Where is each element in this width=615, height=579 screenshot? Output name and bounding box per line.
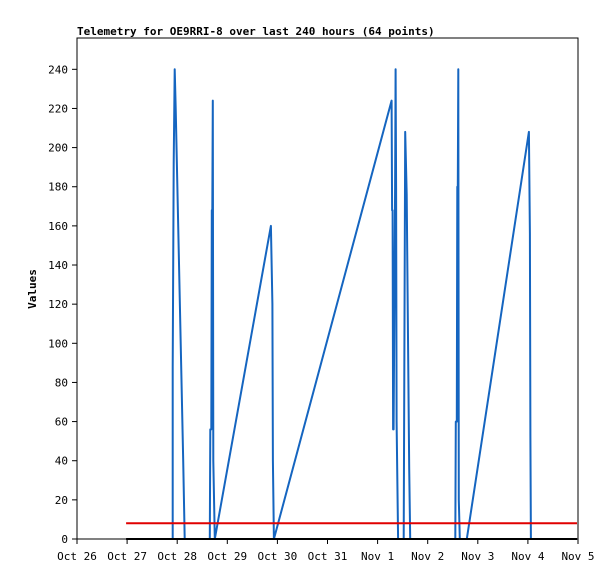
chart-title: Telemetry for OE9RRI-8 over last 240 hou… <box>77 25 435 38</box>
x-tick-label: Oct 31 <box>308 550 348 563</box>
x-tick-label: Nov 1 <box>361 550 394 563</box>
y-tick-label: 140 <box>48 259 68 272</box>
y-tick-label: 120 <box>48 298 68 311</box>
series-line-0 <box>171 68 532 540</box>
y-tick-label: 60 <box>55 416 68 429</box>
x-tick-label: Nov 5 <box>561 550 594 563</box>
y-axis-ticks: 0 20 40 60 80 100 120 140 160 180 200 220 240 <box>48 63 77 546</box>
y-tick-label: 180 <box>48 181 68 194</box>
x-tick-label: Oct 27 <box>107 550 147 563</box>
x-tick-label: Nov 2 <box>411 550 444 563</box>
y-axis-label: Values <box>26 269 39 309</box>
x-tick-label: Oct 29 <box>207 550 247 563</box>
x-tick-label: Nov 3 <box>461 550 494 563</box>
y-tick-label: 20 <box>55 494 68 507</box>
y-tick-label: 220 <box>48 102 68 115</box>
y-tick-label: 160 <box>48 220 68 233</box>
y-tick-label: 80 <box>55 376 68 389</box>
x-axis-ticks: Oct 26 Oct 27 Oct 28 Oct 29 Oct 30 Oct 31 Nov … <box>57 539 595 563</box>
series-layer <box>126 68 577 540</box>
y-tick-label: 40 <box>55 455 68 468</box>
x-tick-label: Oct 28 <box>157 550 197 563</box>
plot-area <box>76 37 579 540</box>
y-tick-label: 0 <box>61 533 68 546</box>
y-tick-label: 100 <box>48 337 68 350</box>
y-tick-label: 240 <box>48 63 68 76</box>
y-tick-label: 200 <box>48 142 68 155</box>
x-tick-label: Nov 4 <box>511 550 544 563</box>
x-tick-label: Oct 26 <box>57 550 97 563</box>
x-tick-label: Oct 30 <box>258 550 298 563</box>
